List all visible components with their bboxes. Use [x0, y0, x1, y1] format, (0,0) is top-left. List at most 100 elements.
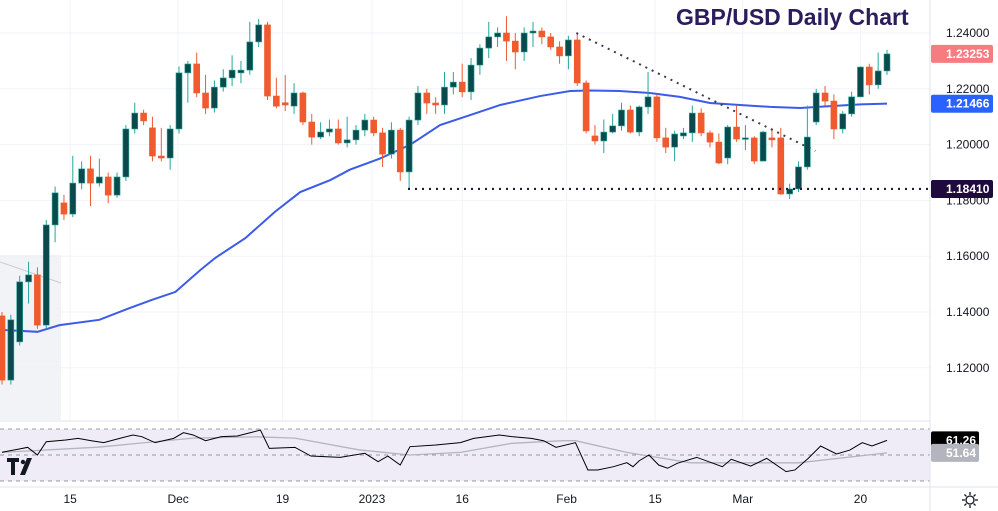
- price-tick-label: 1.14000: [946, 305, 990, 319]
- candle-bearish: [334, 128, 342, 144]
- candle-bullish: [175, 72, 183, 130]
- candle-bullish: [848, 96, 855, 115]
- candle-bearish: [158, 155, 165, 159]
- candle-bearish: [706, 132, 714, 143]
- candle-bullish: [184, 63, 192, 74]
- rsi-value-tag: 61.26: [946, 433, 976, 447]
- support-price-tag-bg: [931, 179, 993, 198]
- candle-bullish: [246, 41, 254, 71]
- settings-gear-icon[interactable]: [962, 492, 978, 508]
- candle-bullish: [742, 137, 749, 140]
- candle-bearish: [591, 135, 599, 142]
- price-tick-label: 1.22000: [946, 82, 990, 96]
- candle-bullish: [122, 128, 130, 178]
- candle-bearish: [104, 176, 112, 196]
- candle-bearish: [202, 92, 209, 109]
- downtrend-line: [575, 32, 816, 152]
- support-price-tag: 1.18410: [946, 182, 990, 196]
- candle-bearish: [821, 92, 829, 102]
- moving-average-tag: 1.21466: [946, 97, 990, 111]
- candle-bullish: [405, 119, 413, 173]
- tradingview-logo[interactable]: [7, 458, 32, 475]
- candle-bullish: [795, 166, 802, 190]
- candle-bullish: [494, 32, 501, 38]
- candle-bullish: [600, 131, 608, 142]
- price-tick-label: 1.16000: [946, 249, 990, 263]
- candle-bullish: [450, 81, 457, 88]
- rsi-signal-tag-bg: [931, 443, 979, 462]
- candle-bullish: [343, 139, 351, 144]
- candle-bullish: [51, 192, 59, 226]
- candle-bullish: [352, 129, 360, 141]
- candle-bullish: [441, 86, 448, 106]
- price-tick-label: 1.24000: [946, 26, 990, 40]
- candle-bearish: [715, 141, 723, 164]
- candle-bearish: [34, 274, 41, 326]
- time-tick-label: Feb: [556, 492, 577, 506]
- candle-bullish: [361, 119, 369, 131]
- candle-bullish: [857, 66, 864, 98]
- candle-bearish: [768, 137, 776, 141]
- candle-bullish: [812, 92, 820, 123]
- candle-bullish: [520, 32, 528, 53]
- candle-bullish: [211, 86, 218, 109]
- candle-bullish: [804, 136, 811, 168]
- candle-bearish: [503, 32, 510, 42]
- candle-bullish: [255, 24, 262, 43]
- candle-bullish: [69, 182, 77, 215]
- candle-bearish: [281, 102, 289, 106]
- candle-bullish: [883, 53, 891, 72]
- time-tick-label: 15: [648, 492, 662, 506]
- candles: [0, 16, 891, 385]
- candle-bullish: [25, 274, 32, 283]
- candle-bearish: [750, 137, 758, 162]
- candle-bullish: [786, 188, 793, 195]
- price-tick-label: 1.20000: [946, 138, 990, 152]
- time-tick-label: 16: [456, 492, 470, 506]
- candle-bullish: [131, 112, 139, 130]
- candle-bearish: [396, 129, 404, 173]
- price-axis[interactable]: 1.120001.140001.160001.180001.200001.220…: [946, 26, 990, 375]
- candle-bearish: [379, 132, 386, 155]
- rsi-panel: [0, 428, 930, 482]
- moving-average-line: [1, 89, 888, 333]
- candle-bullish: [724, 126, 732, 159]
- time-tick-label: Mar: [732, 492, 753, 506]
- candle-bullish: [290, 92, 298, 107]
- candle-bearish: [573, 39, 581, 84]
- candle-bullish: [414, 92, 422, 121]
- price-tick-label: 1.12000: [946, 361, 990, 375]
- candle-bullish: [7, 319, 15, 381]
- candle-bullish: [219, 77, 227, 88]
- candle-bearish: [60, 202, 68, 215]
- rsi-signal-line: [1, 436, 888, 464]
- moving-average-layer: [1, 89, 888, 333]
- candle-bearish: [865, 66, 873, 86]
- candle-bullish: [16, 281, 24, 343]
- time-axis[interactable]: 15 Dec 19 2023 16 Feb 15 Mar 20: [63, 492, 867, 506]
- time-tick-label: 20: [854, 492, 868, 506]
- time-tick-label: Dec: [167, 492, 188, 506]
- moving-average-tag-bg: [931, 94, 993, 113]
- candle-bullish: [644, 96, 652, 108]
- candle-bearish: [556, 46, 563, 57]
- candle-bearish: [777, 137, 785, 195]
- candle-bearish: [662, 137, 670, 148]
- candle-bullish: [759, 131, 767, 162]
- candle-bearish: [538, 30, 546, 38]
- candle-bullish: [228, 69, 236, 79]
- candle-bearish: [370, 119, 378, 134]
- time-tick-label: 15: [63, 492, 77, 506]
- candle-bullish: [485, 36, 493, 49]
- candle-bullish: [874, 70, 882, 86]
- candle-bullish: [671, 133, 678, 148]
- candle-bearish: [87, 168, 94, 184]
- candle-bullish: [326, 128, 333, 133]
- candle-bullish: [237, 69, 245, 74]
- candle-bullish: [42, 224, 50, 326]
- drawn-lines: [408, 32, 930, 191]
- candle-bullish: [476, 47, 484, 66]
- candle-bearish: [299, 92, 307, 123]
